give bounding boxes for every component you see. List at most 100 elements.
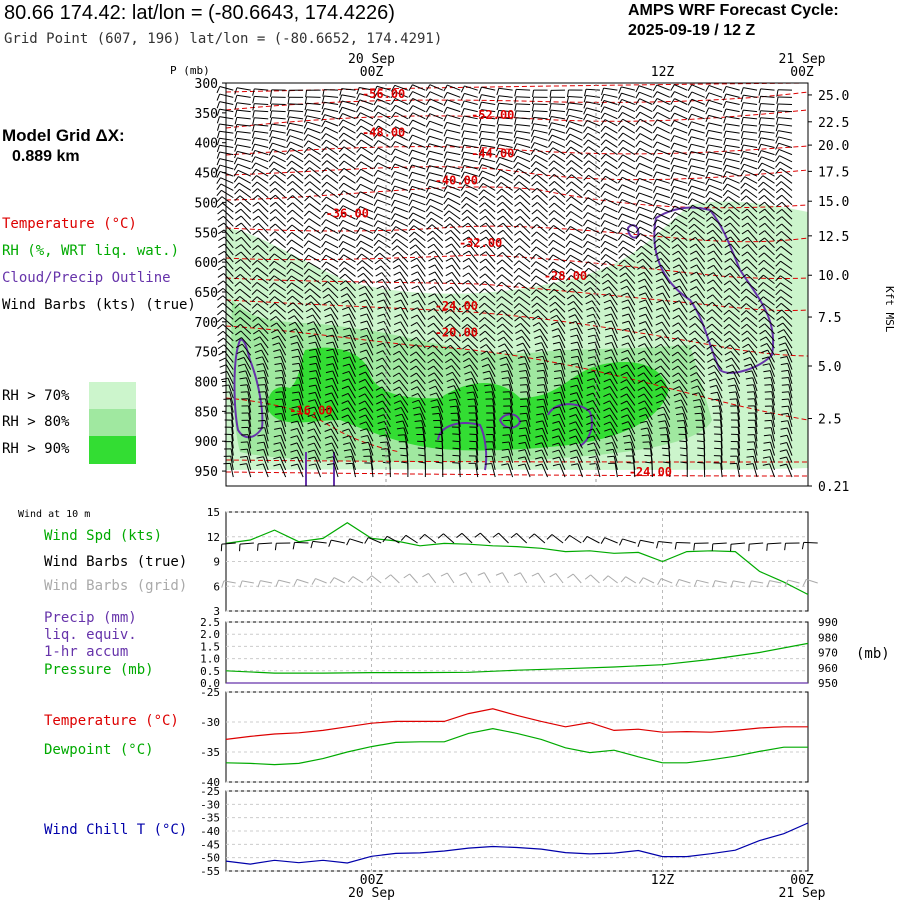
barb-staff xyxy=(553,282,566,292)
wind-barb xyxy=(428,271,444,284)
wind-barb xyxy=(586,385,601,399)
wind-barb xyxy=(479,258,496,270)
barb-flag xyxy=(356,260,363,266)
label-wind-chill: Wind Chill T (°C) xyxy=(44,822,188,838)
barb-staff xyxy=(258,215,269,227)
wind-barb xyxy=(251,156,269,164)
barb-staff xyxy=(502,252,513,263)
barb-staff xyxy=(276,322,287,335)
wind-barb xyxy=(303,247,321,256)
wind-barb xyxy=(775,148,793,156)
barb-flag xyxy=(321,126,326,134)
barb-staff xyxy=(746,330,758,342)
barb-staff xyxy=(763,181,775,191)
wind-barb xyxy=(636,252,653,263)
wind-barb xyxy=(536,413,549,428)
wind-barb xyxy=(411,278,426,292)
wind-barb xyxy=(758,103,775,111)
barb-staff xyxy=(292,195,304,206)
barb-staff xyxy=(728,309,740,320)
barb-staff xyxy=(769,363,776,377)
barb-flag xyxy=(515,329,522,334)
barb-flag xyxy=(479,337,486,343)
wind-barb xyxy=(338,132,356,141)
wind-barb xyxy=(391,226,409,234)
barb-staff xyxy=(623,253,636,263)
barb-staff xyxy=(573,301,583,313)
barb-staff xyxy=(343,139,356,148)
barb-staff xyxy=(594,342,601,356)
wind-barb xyxy=(758,117,775,125)
wind-barb xyxy=(360,313,374,327)
barb-flag xyxy=(744,370,753,374)
barb-flag xyxy=(743,356,751,361)
barb-flag xyxy=(217,222,225,228)
barb-staff xyxy=(680,399,688,413)
barb-flag xyxy=(425,192,431,200)
barb-flag xyxy=(565,240,571,248)
wind-barb xyxy=(286,295,304,306)
barb-flag xyxy=(307,413,315,417)
barb-staff xyxy=(696,286,706,299)
barb-flag xyxy=(321,196,327,203)
barb-flag xyxy=(443,107,448,114)
wind-barb xyxy=(600,168,618,177)
barb-flag xyxy=(569,406,577,410)
barb-flag xyxy=(775,268,781,274)
barb-staff xyxy=(621,227,636,234)
wind-barb xyxy=(549,89,566,98)
wind-barb xyxy=(741,323,758,335)
wind-barb xyxy=(604,320,618,334)
barb-staff xyxy=(343,132,356,141)
wind-barb xyxy=(535,420,549,435)
barb-staff xyxy=(505,356,514,370)
barb-flag xyxy=(373,220,379,227)
wind-barb xyxy=(461,216,479,227)
barb-flag xyxy=(374,265,382,271)
wind-barb xyxy=(513,188,531,199)
wind-barb xyxy=(652,156,670,164)
barb-staff xyxy=(463,108,478,113)
temperature-contour xyxy=(225,91,809,111)
barb-staff xyxy=(735,391,741,406)
barb-flag xyxy=(603,299,611,304)
wind-barb xyxy=(554,369,566,385)
wind-barb xyxy=(461,144,478,152)
barb-flag xyxy=(234,117,238,125)
wind-barb xyxy=(652,97,670,105)
barb-flag xyxy=(530,129,535,137)
barb-flag xyxy=(408,225,415,232)
barb-staff xyxy=(717,392,723,406)
barb-flag xyxy=(531,239,537,245)
barb-staff xyxy=(611,349,618,363)
barb-staff xyxy=(638,185,653,191)
barb-flag xyxy=(548,202,555,209)
wind-barb xyxy=(478,86,496,94)
barb-staff xyxy=(586,119,601,127)
wind-barb xyxy=(410,257,426,270)
barb-staff xyxy=(543,377,549,392)
barb-staff xyxy=(417,285,426,299)
barb-staff xyxy=(325,139,339,148)
barb-flag xyxy=(323,300,330,305)
barb-flag xyxy=(392,372,400,377)
wind-barb xyxy=(411,307,426,320)
wind-barb xyxy=(240,384,252,399)
wind-barb xyxy=(776,103,793,112)
barb-staff xyxy=(498,144,513,148)
barb-staff xyxy=(678,300,688,313)
barb-flag xyxy=(251,137,255,145)
barb-flag xyxy=(373,147,379,154)
wind-barb xyxy=(565,275,583,285)
barb-flag xyxy=(724,272,731,278)
barb-staff xyxy=(604,183,618,191)
wind-barb xyxy=(237,363,252,377)
barb-staff xyxy=(677,329,688,342)
barb-flag xyxy=(359,414,366,419)
barb-flag xyxy=(740,163,745,171)
barb-flag xyxy=(570,334,578,338)
wind-barb xyxy=(654,343,671,356)
barb-flag xyxy=(462,250,470,256)
wind-barb xyxy=(461,302,479,313)
barb-flag xyxy=(427,365,435,371)
